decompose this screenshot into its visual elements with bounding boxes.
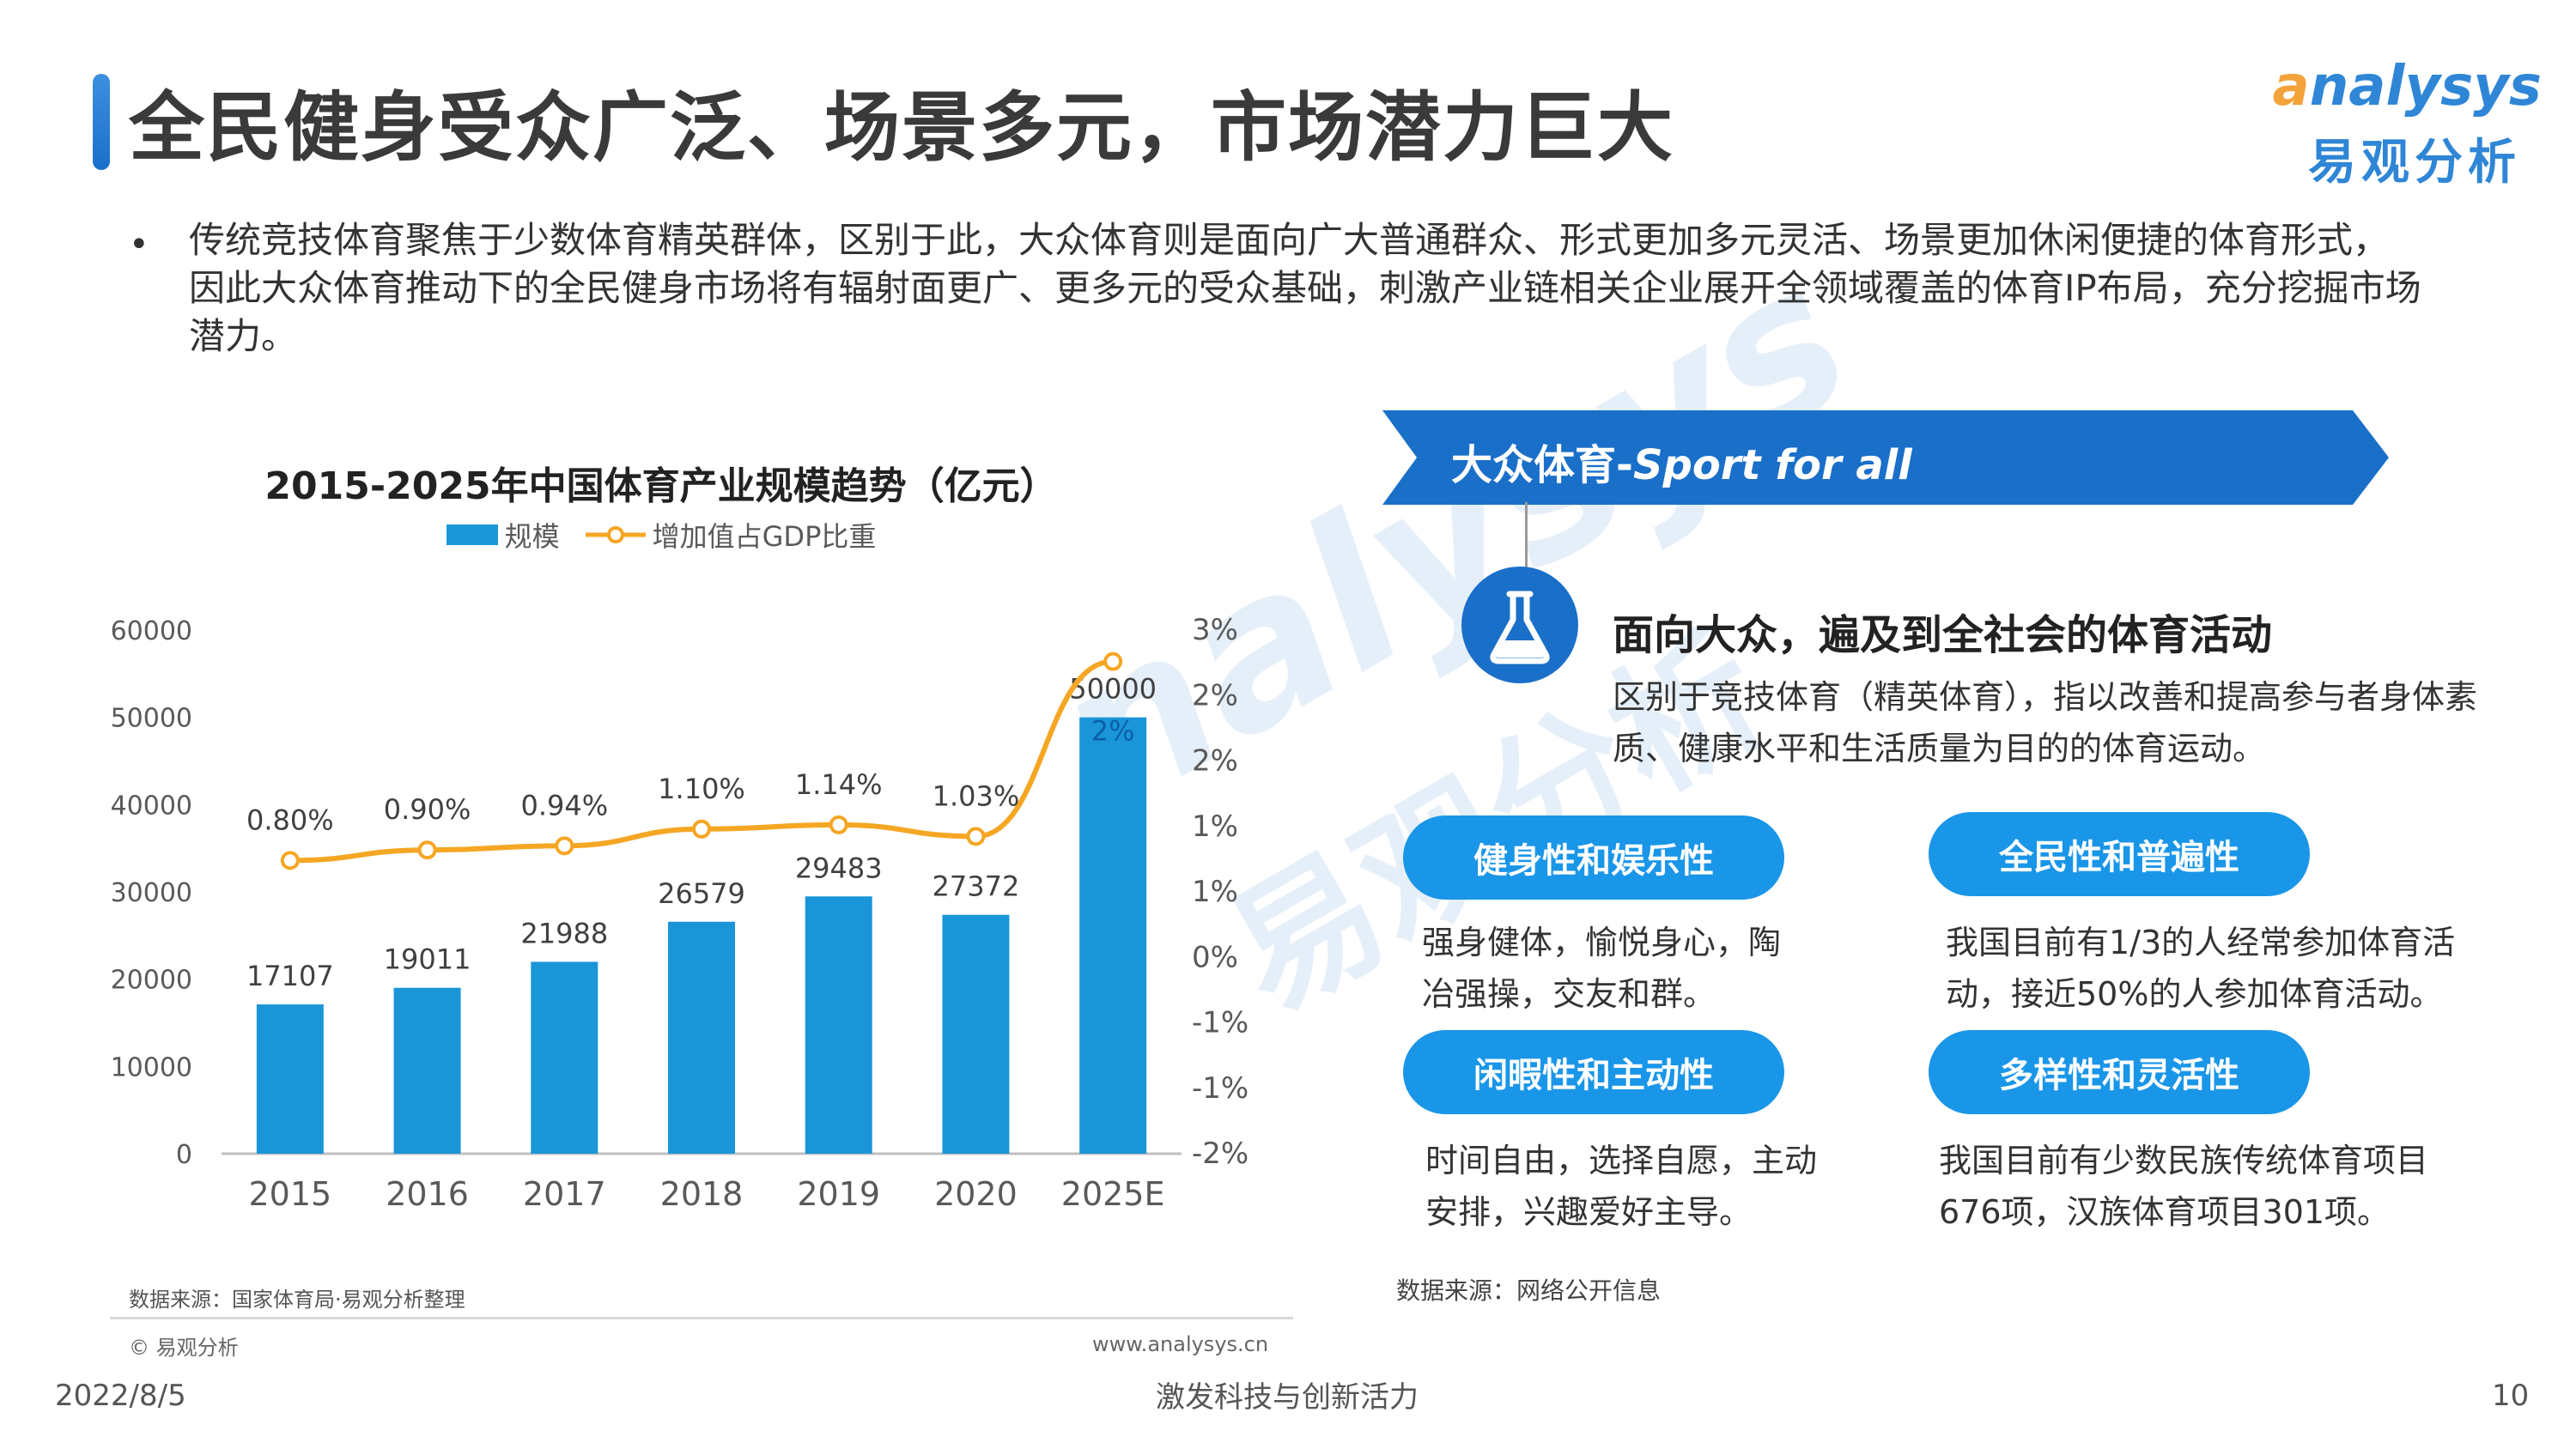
y-axis-tick-label: 40000 — [111, 791, 192, 821]
page-title: 全民健身受众广泛、场景多元，市场潜力巨大 — [129, 83, 1675, 172]
line-value-label: 0.90% — [384, 793, 471, 826]
bar-value-label: 17107 — [246, 960, 334, 992]
feature-desc-fitness: 强身健体，愉悦身心，陶冶强操，交友和群。 — [1422, 924, 1782, 1013]
x-axis-tick-label: 2018 — [660, 1175, 744, 1213]
banner-arrow — [1382, 410, 2389, 505]
legend-swatch-line — [585, 526, 646, 543]
feature-desc-universal: 我国目前有1/3的人经常参加体育活动，接近50%的人参加体育活动。 — [1946, 924, 2456, 1013]
x-axis-tick-label: 2016 — [386, 1175, 469, 1213]
line-point — [555, 836, 574, 856]
logo-first-letter: a — [2272, 55, 2310, 118]
banner-title: 大众体育-Sport for all — [1451, 431, 1912, 491]
line-point — [1103, 652, 1123, 671]
line-value-label: 0.94% — [520, 789, 608, 822]
bullet-marker: • — [129, 225, 149, 264]
brand-logo-cn: 易观分析 — [2308, 135, 2521, 191]
line-point — [692, 819, 711, 839]
legend-item-bar: 规模 — [446, 515, 560, 555]
legend-label-bar: 规模 — [504, 520, 560, 553]
line-value-label: 1.10% — [658, 773, 745, 805]
feature-pill-diversity: 多样性和灵活性 — [1929, 1030, 2310, 1114]
bar-value-label: 27372 — [933, 870, 1020, 903]
feature-desc-diversity: 我国目前有少数民族传统体育项目676项，汉族体育项目301项。 — [1939, 1142, 2429, 1231]
y-axis-tick-label: 60000 — [111, 616, 192, 646]
y2-axis-tick-label: -1% — [1192, 1006, 1249, 1040]
feature-desc-leisure: 时间自由，选择自愿，主动安排，兴趣爱好主导。 — [1425, 1142, 1818, 1231]
y2-axis-tick-label: 2% — [1192, 744, 1238, 779]
legend-swatch-bar — [446, 524, 498, 545]
footer-slogan: 激发科技与创新活力 — [1156, 1380, 1419, 1415]
title-accent-bar — [93, 74, 110, 170]
chart-legend: 规模 增加值占GDP比重 — [0, 515, 1322, 555]
intro-paragraph: 传统竞技体育聚焦于少数体育精英群体，区别于此，大众体育则是面向广大普通群众、形式… — [189, 219, 2421, 357]
chart-source-note: 数据来源：国家体育局·易观分析整理 — [129, 1288, 465, 1312]
line-value-label: 2% — [1091, 715, 1135, 748]
bar-value-label: 21988 — [520, 917, 608, 949]
y-axis-tick-label: 30000 — [111, 878, 192, 908]
x-axis-tick-label: 2019 — [797, 1175, 880, 1213]
bar — [531, 961, 598, 1154]
panel-source-note: 数据来源：网络公开信息 — [1396, 1276, 1662, 1305]
brand-logo: analysys — [2273, 55, 2543, 118]
line-point — [417, 840, 437, 860]
feature-pill-fitness: 健身性和娱乐性 — [1403, 815, 1784, 900]
bar — [256, 1004, 324, 1154]
x-axis-tick-label: 2020 — [934, 1175, 1018, 1213]
feature-pill-leisure: 闲暇性和主动性 — [1403, 1030, 1784, 1114]
copyright-text: © 易观分析 — [129, 1336, 239, 1360]
footer-date: 2022/8/5 — [55, 1379, 186, 1413]
bar-value-label: 19011 — [384, 943, 471, 976]
banner-title-cn: 大众体育- — [1451, 441, 1633, 489]
feature-pill-universal: 全民性和普遍性 — [1929, 812, 2310, 896]
flask-icon — [1461, 567, 1578, 683]
chart-title: 2015-2025年中国体育产业规模趋势（亿元） — [264, 464, 1058, 508]
bar — [668, 921, 735, 1154]
y2-axis-tick-label: 3% — [1192, 613, 1238, 647]
line-point — [829, 815, 848, 834]
x-axis-tick-label: 2025E — [1061, 1175, 1165, 1213]
line-point — [966, 827, 986, 846]
bar-value-label: 26579 — [658, 877, 745, 910]
y2-axis-tick-label: 0% — [1192, 940, 1238, 974]
y-axis-tick-label: 10000 — [111, 1052, 192, 1082]
bar-value-label: 29483 — [795, 852, 883, 884]
x-axis-tick-label: 2017 — [523, 1175, 606, 1213]
logo-wordmark: nalysys — [2309, 55, 2542, 118]
y-axis-tick-label: 0 — [176, 1140, 192, 1170]
y-axis-tick-label: 50000 — [111, 704, 192, 734]
line-value-label: 1.14% — [795, 768, 883, 801]
bar — [942, 914, 1010, 1154]
bar-value-label: 50000 — [1069, 673, 1157, 706]
connector-line — [1525, 502, 1528, 588]
line-point — [280, 851, 300, 870]
y2-axis-tick-label: 1% — [1192, 875, 1238, 909]
chart-plot: 60000 50000 40000 30000 20000 10000 0 3% 2% 2% 1% 1… — [111, 613, 1249, 1213]
y2-axis-tick-label: -2% — [1192, 1137, 1249, 1171]
footer-divider — [110, 1317, 1293, 1319]
website-url: www.analysys.cn — [1092, 1332, 1269, 1356]
banner-title-en: Sport for all — [1632, 441, 1912, 489]
page-number: 10 — [2492, 1379, 2530, 1413]
x-axis-tick-label: 2015 — [248, 1175, 331, 1213]
bar — [393, 987, 461, 1154]
bar — [1079, 717, 1147, 1154]
bar — [805, 896, 872, 1154]
line-value-label: 0.80% — [246, 803, 334, 836]
y2-axis-tick-label: 1% — [1192, 809, 1238, 844]
y2-axis-tick-label: -1% — [1192, 1071, 1249, 1106]
line-value-label: 1.03% — [933, 779, 1020, 812]
legend-item-line: 增加值占GDP比重 — [585, 515, 877, 555]
panel-heading: 面向大众，遍及到全社会的体育活动 — [1613, 611, 2273, 659]
legend-label-line: 增加值占GDP比重 — [652, 520, 877, 553]
y2-axis-tick-label: 2% — [1192, 678, 1238, 712]
y-axis-tick-label: 20000 — [111, 966, 192, 996]
panel-description: 区别于竞技体育（精英体育），指以改善和提高参与者身体素质、健康水平和生活质量为目… — [1613, 678, 2478, 767]
